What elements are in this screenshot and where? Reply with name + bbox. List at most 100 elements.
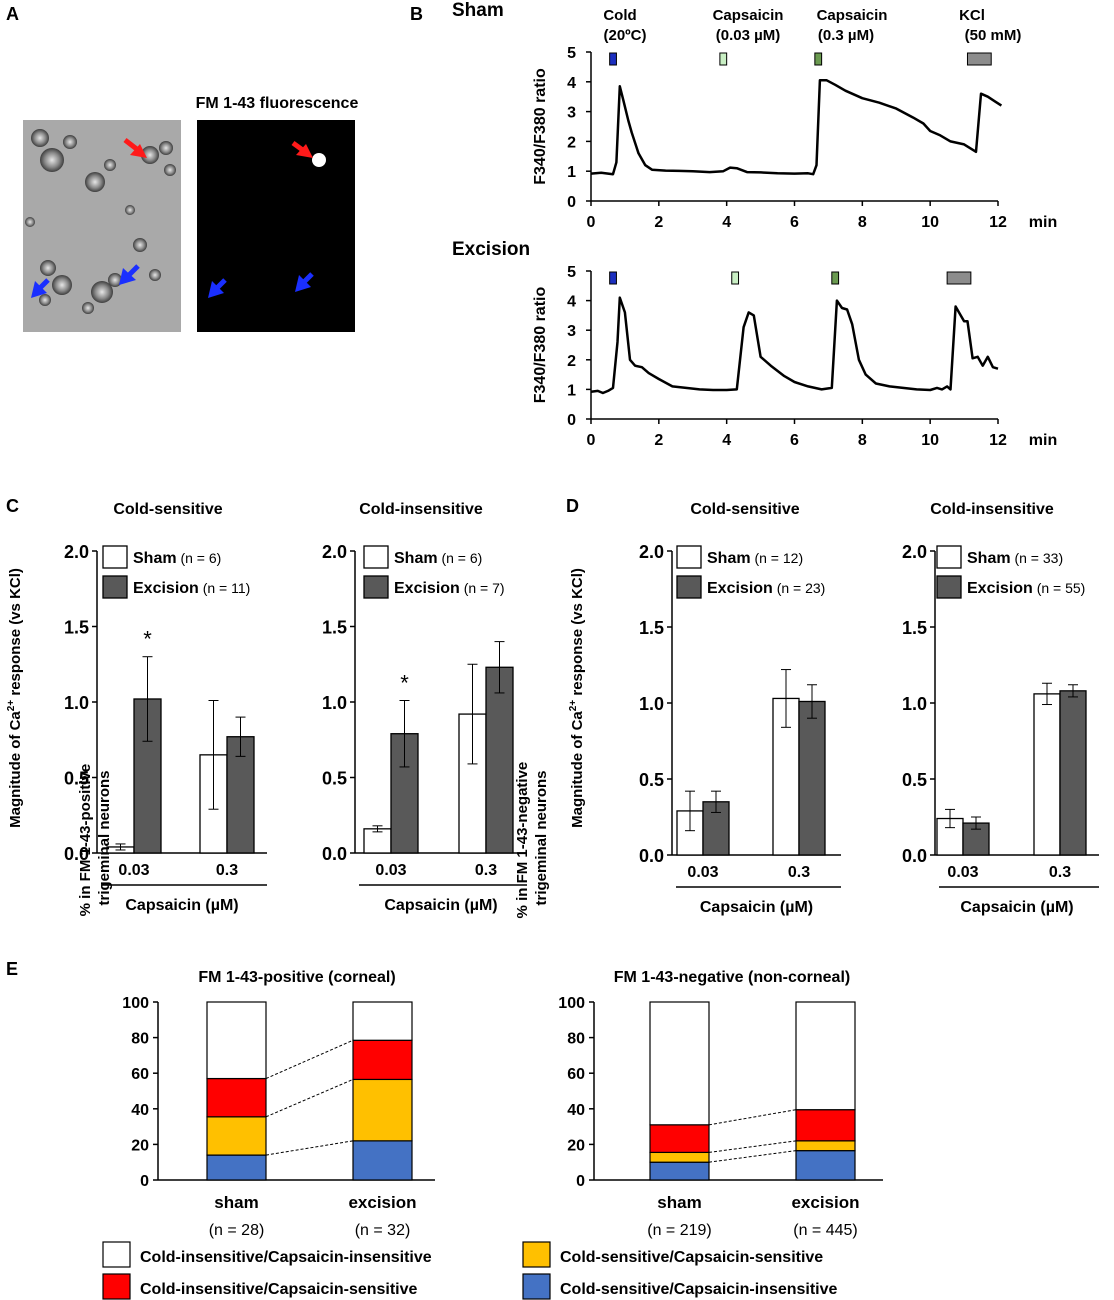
panel-e: % in FM 1-43-positive trigeminal neurons… [77, 760, 883, 1300]
panel-b: Cold (20ºC) Capsaicin (0.03 µM) Capsaici… [452, 0, 1057, 449]
legend-series-n: (n = 33) [1011, 550, 1064, 566]
y-tick-label: 1.0 [902, 694, 927, 714]
legend-swatch-sham [102, 545, 128, 569]
y-tick-label: 0 [140, 1173, 149, 1190]
bar-excision [1059, 690, 1087, 856]
stimulus-caps-high-line2: (0.3 µM) [818, 27, 874, 44]
panel-label-d: D [566, 496, 579, 516]
legend-series-n: (n = 12) [751, 550, 804, 566]
y-tick-label: 1 [567, 382, 576, 399]
legend-series-name: Excision [967, 580, 1033, 597]
y-tick-label: 4 [567, 75, 576, 92]
category-label: 0.03 [375, 862, 406, 879]
y-tick-label: 100 [558, 995, 585, 1012]
stack-segment [649, 1161, 710, 1181]
stimulus-marker [966, 52, 992, 66]
x-unit-label: min [1029, 214, 1057, 231]
connector-line [708, 1150, 797, 1163]
y-tick-label: 5 [567, 264, 576, 281]
category-label: 0.03 [947, 864, 978, 881]
legend-swatch-sham [936, 545, 962, 569]
stimulus-kcl-line2: (50 mM) [965, 27, 1022, 44]
panel-label-c: C [6, 496, 19, 516]
stimulus-marker [946, 271, 972, 285]
legend-series-n: (n = 23) [773, 580, 826, 596]
fluorescence-title: FM 1-43 fluorescence [196, 95, 359, 112]
x-tick-label: 2 [654, 432, 663, 449]
stack-segment [649, 1124, 710, 1154]
stimulus-caps-low-line2: (0.03 µM) [716, 27, 781, 44]
legend-series-name: Sham [967, 550, 1011, 567]
legend-swatch-cs-cs [522, 1241, 551, 1268]
legend-label-ci-ci: Cold-insensitive/Capsaicin-insensitive [140, 1249, 432, 1266]
legend-series-n: (n = 11) [199, 580, 251, 596]
x-tick-label: 4 [722, 214, 731, 231]
legend-label-ci-cs: Cold-insensitive/Capsaicin-sensitive [140, 1281, 418, 1298]
bar-excision [485, 666, 514, 854]
x-axis-label: Capsaicin (µM) [125, 897, 238, 914]
brightfield-image [23, 120, 181, 332]
y-tick-label: 0 [567, 412, 576, 429]
legend-series-name: Sham [394, 550, 438, 567]
blue-arrow-fluorescence-left [208, 278, 227, 298]
x-tick-label: 12 [989, 432, 1007, 449]
y-tick-label: 2.0 [322, 542, 347, 562]
stimulus-marker [831, 271, 840, 285]
stack-segment [795, 1001, 856, 1111]
legend-e: Cold-insensitive/Capsaicin-insensitive C… [102, 1241, 838, 1300]
trace-title-sham: Sham [452, 0, 504, 21]
category-n: (n = 32) [355, 1222, 411, 1239]
y-tick-label: 20 [567, 1137, 585, 1154]
category-label: 0.3 [788, 864, 810, 881]
y-tick-label: 1.5 [902, 618, 927, 638]
x-tick-label: 6 [790, 214, 799, 231]
significance-asterisk: * [400, 670, 409, 695]
y-tick-label: 40 [131, 1102, 149, 1119]
x-tick-label: 10 [921, 432, 939, 449]
trace-title-excision: Excision [452, 239, 530, 260]
stack-segment [795, 1150, 856, 1181]
legend-label-sham: Sham (n = 12) [707, 550, 803, 567]
category-label: 0.3 [1049, 864, 1071, 881]
y-tick-label: 0.0 [64, 844, 89, 864]
bar-sham [1033, 693, 1061, 856]
stack-segment [352, 1039, 413, 1081]
bar-excision [798, 700, 826, 856]
y-tick-label: 60 [567, 1066, 585, 1083]
x-axis-label: Capsaicin (µM) [960, 899, 1073, 916]
legend-series-n: (n = 55) [1033, 580, 1086, 596]
stimulus-caps-high-line1: Capsaicin [817, 7, 888, 24]
y-tick-label: 1.0 [322, 693, 347, 713]
chart-title: FM 1-43-positive (corneal) [198, 969, 395, 986]
y-tick-label: 1.0 [639, 694, 664, 714]
bar-chart-ylabel-c: Magnitude of Ca2+ response (vs KCl) [6, 568, 24, 828]
legend-label-excision: Excision (n = 23) [707, 580, 825, 597]
stack-segment [206, 1116, 267, 1156]
legend-label-sham: Sham (n = 33) [967, 550, 1063, 567]
legend-label-excision: Excision (n = 11) [133, 580, 250, 597]
x-tick-label: 2 [654, 214, 663, 231]
connector-line [708, 1109, 797, 1126]
y-axis-label: F340/F380 ratio [532, 68, 549, 185]
y-tick-label: 1.0 [64, 693, 89, 713]
stack-segment [206, 1001, 267, 1080]
legend-swatch-excision [676, 575, 702, 599]
legend-label-cs-ci: Cold-sensitive/Capsaicin-insensitive [560, 1281, 838, 1298]
x-tick-label: 6 [790, 432, 799, 449]
category-label: 0.3 [475, 862, 497, 879]
legend-series-n: (n = 6) [438, 550, 483, 566]
legend-swatch-ci-ci [102, 1241, 131, 1268]
y-tick-label: 60 [131, 1066, 149, 1083]
stacked-chart-corneal: FM 1-43-positive (corneal) 0 20 40 60 80 100 sh… [122, 969, 435, 1239]
legend-series-name: Sham [707, 550, 751, 567]
red-arrow-brightfield [123, 138, 147, 158]
bar-sham [363, 828, 392, 854]
x-unit-label: min [1029, 432, 1057, 449]
stack-ylabel-left: % in FM 1-43-positive trigeminal neurons [77, 760, 113, 917]
y-tick-label: 0.0 [322, 844, 347, 864]
panel-label-e: E [6, 959, 18, 979]
y-tick-label: 40 [567, 1102, 585, 1119]
